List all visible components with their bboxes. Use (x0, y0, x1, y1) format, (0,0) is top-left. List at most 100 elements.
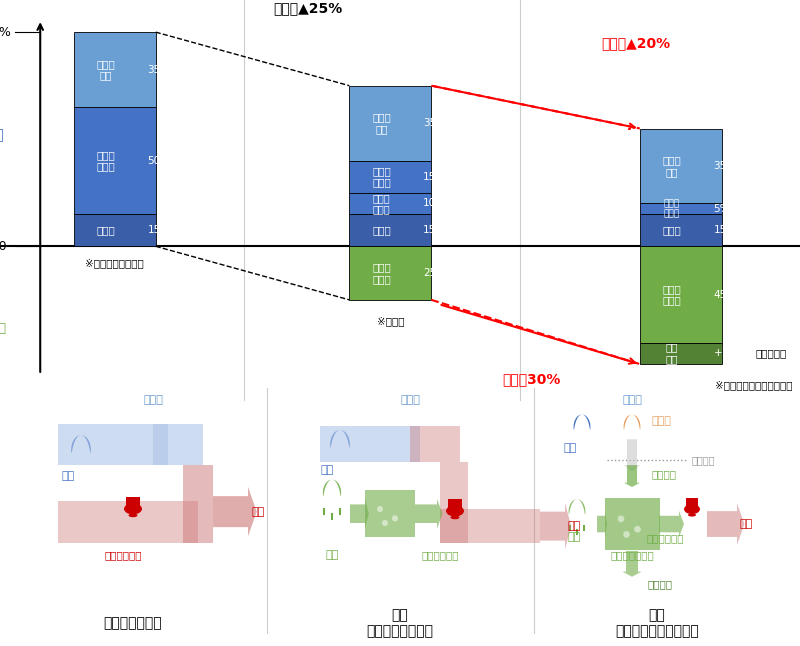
FancyArrow shape (622, 551, 642, 577)
Bar (640, 342, 722, 364)
Text: トイレ
洗浄水: トイレ 洗浄水 (372, 166, 390, 187)
Text: 35%: 35% (423, 118, 446, 128)
Polygon shape (71, 435, 90, 453)
Text: トイレ洗浄水: トイレ洗浄水 (422, 550, 458, 560)
Text: 35%: 35% (714, 161, 737, 171)
FancyBboxPatch shape (183, 465, 213, 543)
Text: 100%: 100% (0, 26, 12, 39)
Text: 雨水・再利用水: 雨水・再利用水 (610, 550, 654, 560)
FancyBboxPatch shape (605, 498, 659, 550)
Bar (350, 214, 431, 246)
Bar (350, 193, 431, 214)
Text: 手洗い: 手洗い (400, 395, 420, 405)
Text: 10%: 10% (423, 198, 446, 209)
FancyBboxPatch shape (440, 508, 540, 543)
Text: 25%: 25% (423, 268, 446, 278)
Text: 15%: 15% (423, 225, 446, 235)
Bar (350, 86, 431, 161)
Polygon shape (330, 430, 350, 448)
FancyBboxPatch shape (448, 499, 462, 508)
Text: 35%: 35% (147, 65, 170, 74)
Text: 5%: 5% (714, 204, 730, 214)
Text: 流し台
手洗: 流し台 手洗 (662, 155, 682, 177)
Text: 目標：30%: 目標：30% (502, 372, 561, 386)
Text: 雨水: 雨水 (326, 550, 338, 560)
FancyArrow shape (707, 503, 745, 545)
Text: 50%: 50% (147, 156, 170, 165)
FancyBboxPatch shape (58, 501, 198, 543)
Ellipse shape (124, 503, 142, 514)
Text: 雨水槽
補給水: 雨水槽 補給水 (373, 193, 390, 214)
FancyBboxPatch shape (452, 508, 458, 517)
Text: 雨水
再利用水: 雨水 再利用水 (0, 307, 6, 335)
FancyArrow shape (624, 439, 640, 472)
FancyArrow shape (213, 487, 257, 536)
Text: 上水: 上水 (563, 443, 577, 453)
Text: 手洗い: 手洗い (622, 395, 642, 405)
Text: ※実績値を元にした目標値: ※実績値を元にした目標値 (715, 380, 793, 391)
Text: 上水: 上水 (62, 472, 74, 481)
FancyBboxPatch shape (440, 462, 468, 543)
Bar (640, 246, 722, 342)
Text: 45%: 45% (714, 289, 737, 300)
Ellipse shape (446, 505, 464, 517)
Text: 全て上水を利用: 全て上水を利用 (104, 616, 162, 630)
FancyArrow shape (597, 511, 607, 537)
FancyBboxPatch shape (410, 426, 460, 462)
Text: 利用先追加: 利用先追加 (755, 348, 786, 359)
FancyBboxPatch shape (320, 426, 420, 462)
Bar (74, 107, 156, 214)
Text: 下水: 下水 (740, 519, 754, 529)
FancyBboxPatch shape (58, 424, 168, 465)
Text: 現状
（一部雨水利用）: 現状 （一部雨水利用） (366, 608, 434, 638)
FancyArrow shape (624, 465, 640, 487)
Bar (640, 214, 722, 246)
Text: トイレ洗浄水: トイレ洗浄水 (104, 550, 142, 560)
Ellipse shape (450, 516, 459, 519)
Text: ±0: ±0 (0, 240, 7, 253)
Text: 雨水: 雨水 (567, 532, 581, 543)
Text: 上水: 上水 (320, 465, 334, 475)
Text: その他: その他 (372, 225, 390, 235)
Text: その他: その他 (662, 225, 682, 235)
Text: 15%: 15% (714, 225, 737, 235)
Text: 流し台
手洗: 流し台 手洗 (372, 112, 390, 134)
Circle shape (623, 531, 630, 537)
Bar (350, 246, 431, 300)
Text: 下水: 下水 (568, 521, 582, 531)
Text: 目標
（雨水・排水再利用）: 目標 （雨水・排水再利用） (615, 608, 699, 638)
Text: トイレ洗浄水: トイレ洗浄水 (646, 534, 684, 543)
Circle shape (377, 506, 383, 512)
Bar (640, 203, 722, 214)
Bar (74, 214, 156, 246)
Text: ※実績値を元に想定: ※実績値を元に想定 (86, 258, 144, 269)
Text: 15%: 15% (423, 172, 446, 182)
FancyArrow shape (659, 511, 684, 537)
Text: 手洗い: 手洗い (143, 395, 163, 405)
Bar (640, 129, 722, 203)
Circle shape (618, 516, 624, 522)
Polygon shape (323, 479, 341, 496)
FancyArrow shape (350, 499, 369, 528)
Text: 下水: 下水 (251, 506, 264, 517)
Text: トイレ
洗浄水: トイレ 洗浄水 (662, 284, 682, 306)
FancyBboxPatch shape (153, 424, 203, 465)
Circle shape (634, 526, 641, 532)
Text: 再利用水: 再利用水 (652, 470, 677, 479)
Text: その他: その他 (96, 225, 115, 235)
Polygon shape (624, 415, 640, 430)
Circle shape (392, 516, 398, 521)
Text: 15%: 15% (147, 225, 170, 235)
Text: トイレ
洗浄水: トイレ 洗浄水 (96, 150, 115, 171)
Text: 排水浄化: 排水浄化 (692, 455, 715, 465)
Text: トイレ
洗浄水: トイレ 洗浄水 (372, 262, 390, 284)
Circle shape (382, 520, 388, 526)
Text: 緑地
散水: 緑地 散水 (666, 342, 678, 364)
FancyBboxPatch shape (126, 497, 140, 506)
FancyArrow shape (415, 499, 442, 528)
FancyBboxPatch shape (365, 490, 415, 537)
Text: 緑地散水: 緑地散水 (647, 579, 672, 589)
Text: ※実績値: ※実績値 (377, 317, 404, 326)
Bar (350, 161, 431, 193)
Text: 目標：▲20%: 目標：▲20% (602, 36, 670, 50)
